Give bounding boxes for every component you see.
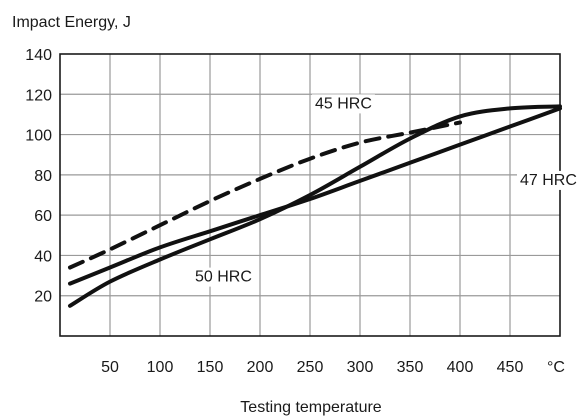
series-label-background	[312, 94, 375, 114]
y-tick-label: 120	[25, 87, 52, 104]
x-tick-label: 50	[101, 359, 119, 376]
x-tick-label: 350	[397, 359, 424, 376]
x-tick-labels: 50 100 150 200 250 300 350 400 450	[101, 359, 523, 376]
series-label-text: 47 HRC	[520, 172, 577, 189]
series-labels: 45 HRC 47 HRC 50 HRC	[192, 94, 580, 287]
series-line-45-hrc	[68, 120, 462, 270]
series-label-50-hrc: 50 HRC	[192, 267, 255, 287]
series-label-background	[517, 170, 580, 190]
x-axis-label: Testing temperature	[240, 399, 382, 416]
x-unit-label: °C	[547, 359, 565, 376]
series-line-50-hrc	[68, 104, 562, 308]
y-tick-label: 140	[25, 47, 52, 64]
x-tick-label: 200	[247, 359, 274, 376]
plot-frame	[59, 53, 561, 337]
y-tick-label: 100	[25, 128, 52, 145]
series-label-47-hrc: 47 HRC	[517, 170, 580, 190]
series-label-45-hrc: 45 HRC	[312, 94, 375, 114]
y-tick-label: 60	[34, 208, 52, 225]
x-tick-label: 150	[197, 359, 224, 376]
x-tick-label: 450	[497, 359, 524, 376]
series-line-47-hrc	[68, 106, 562, 286]
y-tick-label: 20	[34, 289, 52, 306]
y-tick-labels: 20 40 60 80 100 120 140	[25, 47, 52, 306]
y-tick-label: 80	[34, 168, 52, 185]
x-tick-label: 250	[297, 359, 324, 376]
y-axis-label: Impact Energy, J	[12, 14, 131, 31]
series-label-text: 45 HRC	[315, 95, 372, 112]
x-tick-label: 100	[147, 359, 174, 376]
y-tick-label: 40	[34, 248, 52, 265]
series-label-background	[192, 267, 255, 287]
x-tick-label: 400	[447, 359, 474, 376]
series-lines	[68, 104, 562, 308]
series-label-text: 50 HRC	[195, 269, 252, 286]
x-tick-label: 300	[347, 359, 374, 376]
